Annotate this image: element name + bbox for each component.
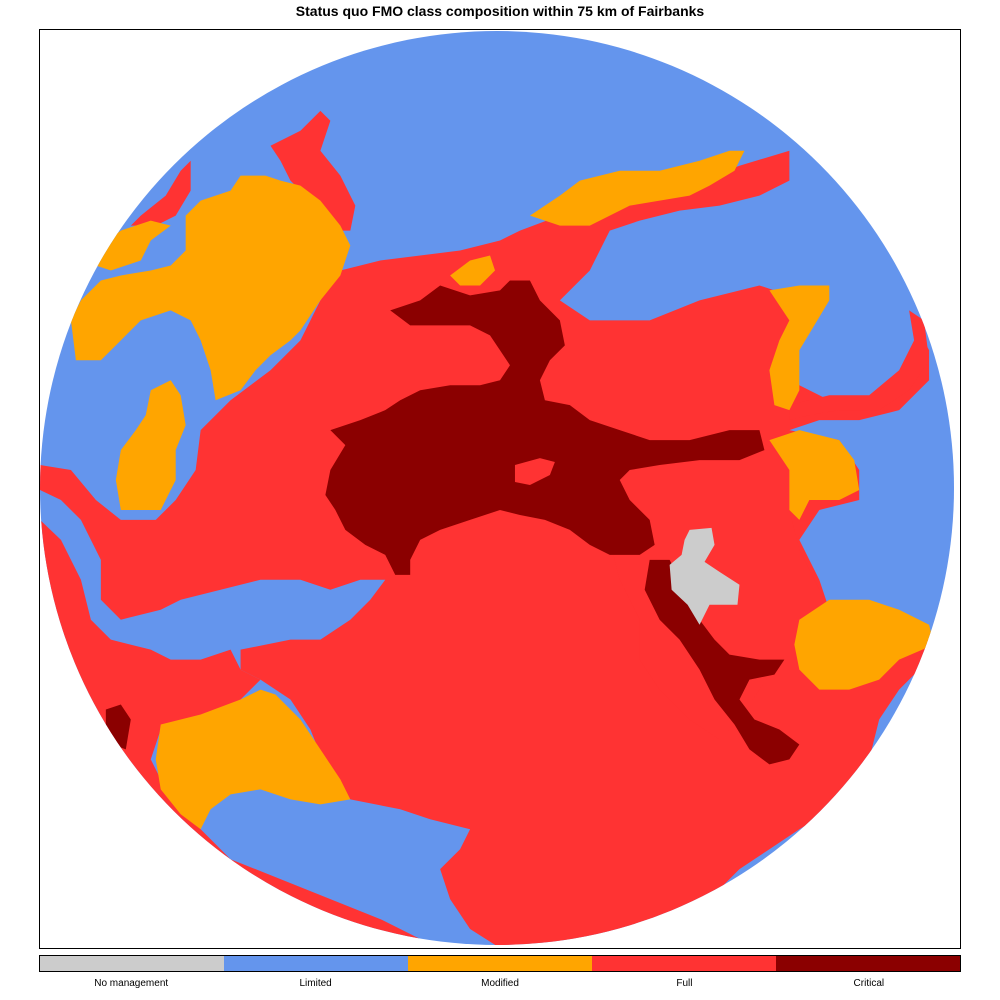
map-title: Status quo FMO class composition within …: [295, 3, 705, 19]
region-modified-east-middle: [769, 430, 860, 520]
legend-label-modified: Modified: [481, 978, 519, 989]
legend-label-critical: Critical: [853, 978, 885, 989]
fmo-class-raster: [40, 30, 955, 946]
region-full-east-strand: [789, 310, 930, 421]
region-no-management: [669, 527, 740, 625]
region-modified-northwest: [70, 175, 351, 401]
region-modified-north: [450, 255, 496, 286]
region-modified-southwest: [155, 689, 351, 830]
region-modified-east-lower: [794, 599, 935, 690]
legend-labels: No management Limited Modified Full Crit…: [39, 978, 961, 989]
region-full-northwest-edge: [130, 160, 191, 226]
legend-label-full: Full: [676, 978, 693, 989]
region-modified-west-edge: [95, 220, 171, 271]
region-critical-core: [325, 280, 765, 575]
legend-swatch-limited: [224, 956, 408, 971]
legend-label-limited: Limited: [299, 978, 332, 989]
legend-label-no-management: No management: [94, 978, 169, 989]
legend-swatch-critical: [776, 956, 960, 971]
legend-swatch-no-management: [40, 956, 224, 971]
region-full-northwest-strip: [270, 110, 356, 231]
legend-swatch-full: [592, 956, 776, 971]
region-modified-northeast: [529, 150, 745, 226]
region-full-pocket: [514, 458, 555, 486]
region-full-central: [40, 150, 930, 946]
region-modified-west: [115, 380, 186, 510]
region-modified-east-upper: [769, 285, 830, 411]
raster-regions: [40, 30, 955, 946]
legend-swatch-modified: [408, 956, 592, 971]
map-panel: [39, 29, 961, 949]
legend-colorbar: [39, 955, 961, 972]
region-critical-spur: [644, 559, 800, 765]
